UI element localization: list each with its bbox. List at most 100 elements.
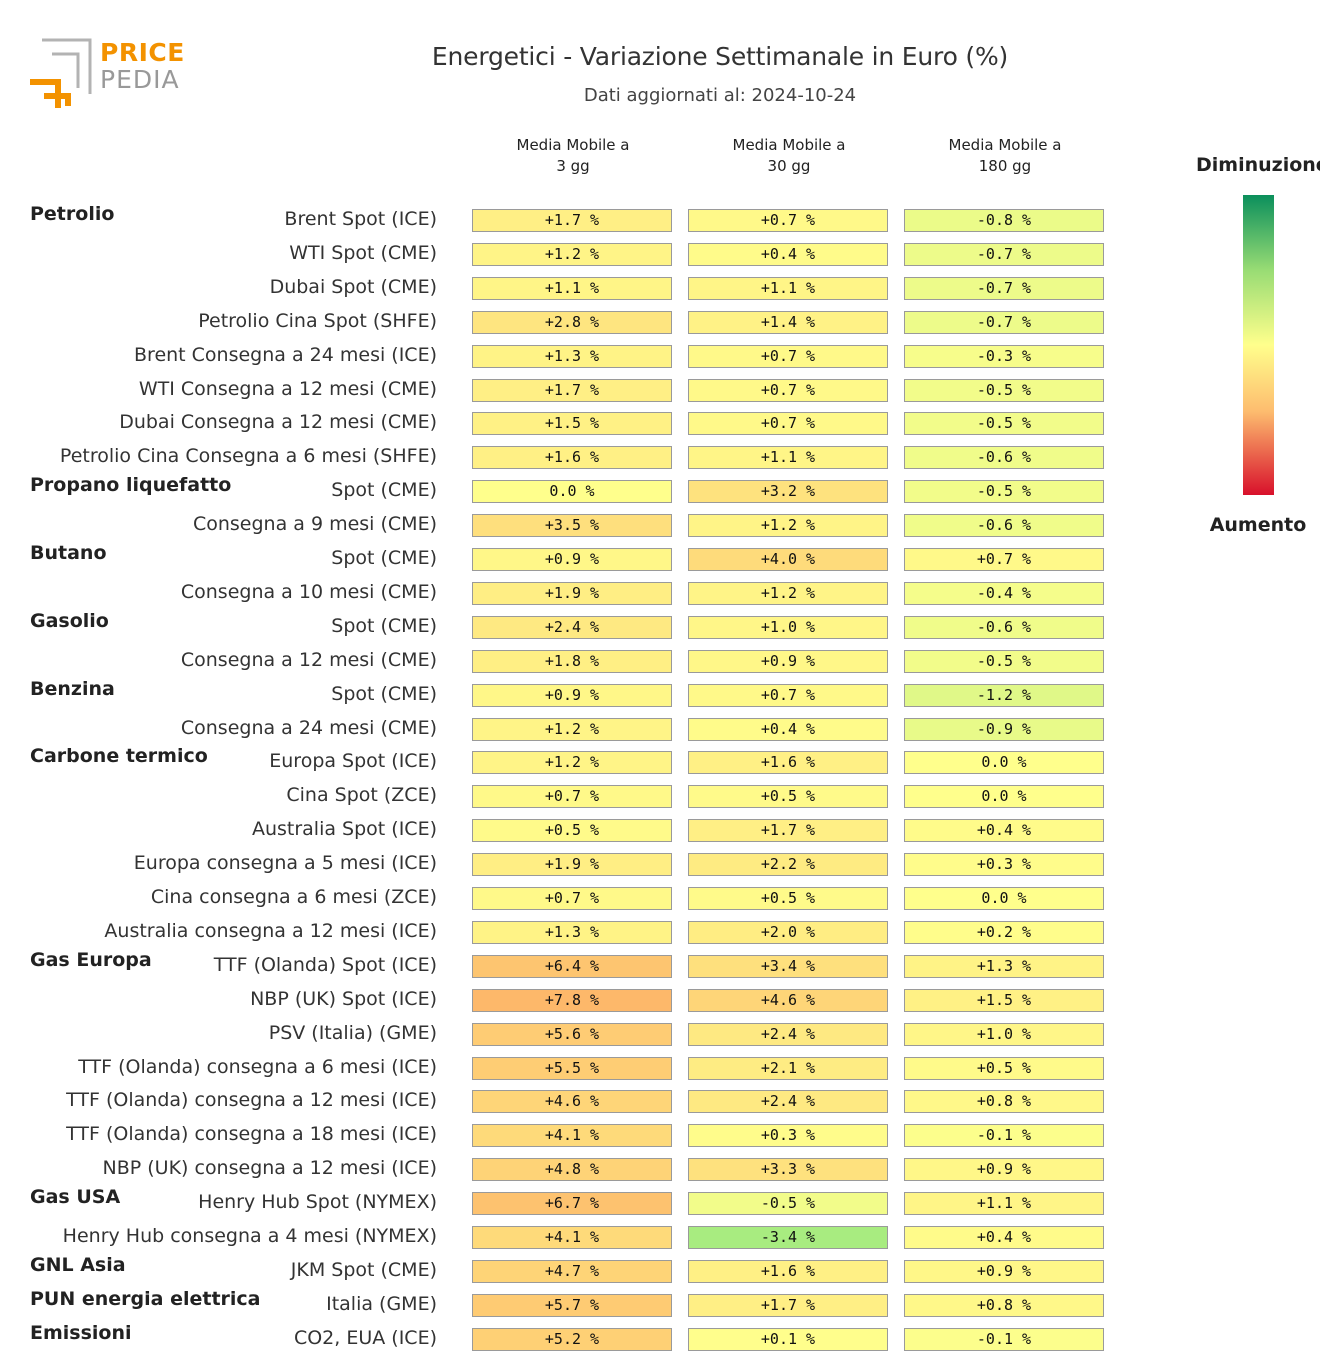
row-label: Brent Spot (ICE) [284, 208, 437, 230]
row-label: PSV (Italia) (GME) [268, 1021, 437, 1044]
heatmap-cell: +0.5 % [904, 1056, 1104, 1080]
heatmap-cell: +0.7 % [904, 548, 1104, 571]
chart-title: Energetici - Variazione Settimanale in E… [431, 42, 1009, 71]
heatmap-cell: -0.5 % [904, 378, 1104, 402]
heatmap-cell: -0.6 % [904, 615, 1104, 639]
pricepedia-logo-mark [30, 38, 92, 108]
row-label: Europa Spot (ICE) [269, 750, 437, 773]
heatmap-cell: +1.9 % [472, 581, 672, 605]
heatmap-cell: +1.4 % [688, 310, 888, 334]
row-label: NBP (UK) consegna a 12 mesi (ICE) [102, 1157, 437, 1180]
heatmap-cell: +0.7 % [688, 412, 888, 436]
row-label: Dubai Consegna a 12 mesi (CME) [119, 411, 437, 434]
heatmap-cell: +1.7 % [472, 209, 672, 232]
heatmap-cell: 0.0 % [904, 785, 1104, 809]
heatmap-cell: +1.1 % [688, 446, 888, 470]
heatmap-cell: +5.2 % [472, 1327, 672, 1351]
row-label: TTF (Olanda) consegna a 6 mesi (ICE) [78, 1055, 437, 1078]
row-label: Cina Spot (ZCE) [286, 784, 437, 807]
heatmap-cell: +0.8 % [904, 1090, 1104, 1114]
heatmap-cell: +1.2 % [472, 717, 672, 741]
heatmap-cell: +1.7 % [688, 1293, 888, 1317]
row-label: Australia Spot (ICE) [251, 818, 437, 841]
row-label: TTF (Olanda) consegna a 12 mesi (ICE) [66, 1089, 437, 1112]
heatmap-cell: +0.3 % [688, 1124, 888, 1148]
column-header-180gg: Media Mobile a 180 gg [948, 136, 1062, 175]
heatmap-cell: +4.6 % [472, 1090, 672, 1114]
heatmap-cell: +0.4 % [904, 1226, 1104, 1249]
heatmap-cell: +1.2 % [472, 242, 672, 266]
row-label: Spot (CME) [331, 547, 437, 569]
heatmap-cell: +3.2 % [688, 480, 888, 504]
heatmap-cell: +1.5 % [904, 988, 1104, 1012]
heatmap-cell: +2.4 % [688, 1022, 888, 1046]
heatmap-cell: -0.5 % [904, 649, 1104, 673]
heatmap-cell: +5.6 % [472, 1022, 672, 1046]
heatmap-cell: +0.9 % [688, 649, 888, 673]
logo-text-price: PRICE [100, 38, 185, 67]
heatmap-cell: +0.5 % [688, 785, 888, 809]
row-label: Henry Hub Spot (NYMEX) [198, 1191, 437, 1214]
heatmap-cell: +0.9 % [472, 548, 672, 571]
heatmap-cell: +1.7 % [472, 378, 672, 402]
heatmap-cell: 0.0 % [904, 887, 1104, 910]
heatmap-cell: +0.9 % [904, 1158, 1104, 1182]
row-label: Cina consegna a 6 mesi (ZCE) [150, 886, 437, 908]
row-label: Spot (CME) [331, 682, 437, 705]
heatmap-cell: +5.5 % [472, 1056, 672, 1080]
heatmap-cell: -1.2 % [904, 683, 1104, 707]
heatmap-cell: +1.1 % [472, 276, 672, 300]
row-label: Italia (GME) [326, 1292, 437, 1315]
heatmap-cell: +1.5 % [472, 412, 672, 436]
heatmap-cell: +0.2 % [904, 920, 1104, 944]
heatmap-cell: +0.4 % [688, 717, 888, 741]
group-label: PUN energia elettrica [30, 1287, 261, 1310]
group-label: Gas USA [30, 1186, 121, 1209]
logo-text-pedia: PEDIA [100, 65, 180, 94]
heatmap-cell: +1.1 % [904, 1192, 1104, 1216]
row-label: WTI Spot (CME) [289, 241, 437, 264]
heatmap-cell: -0.3 % [904, 344, 1104, 368]
heatmap-cell: +0.9 % [904, 1259, 1104, 1283]
heatmap-cell: -0.9 % [904, 717, 1104, 741]
heatmap-cell: -0.6 % [904, 514, 1104, 538]
group-label: Petrolio [30, 203, 115, 225]
legend-label-bottom: Aumento [1209, 514, 1307, 536]
heatmap-cell: -0.6 % [904, 446, 1104, 470]
heatmap-cell: -3.4 % [688, 1226, 888, 1249]
row-label: WTI Consegna a 12 mesi (CME) [138, 377, 437, 400]
group-label: Gasolio [30, 609, 109, 632]
heatmap-cell: +4.6 % [688, 988, 888, 1012]
heatmap-cell: 0.0 % [472, 480, 672, 504]
heatmap-cell: +0.4 % [904, 819, 1104, 843]
heatmap-cell: +0.7 % [688, 209, 888, 232]
chart-subtitle: Dati aggiornati al: 2024-10-24 [583, 85, 857, 106]
row-label: NBP (UK) Spot (ICE) [250, 987, 437, 1010]
row-label: Europa consegna a 5 mesi (ICE) [133, 852, 437, 875]
heatmap-cell: -0.1 % [904, 1124, 1104, 1148]
heatmap-cell: +0.3 % [904, 853, 1104, 877]
row-label: TTF (Olanda) consegna a 18 mesi (ICE) [66, 1123, 437, 1146]
heatmap-cell: +1.3 % [472, 344, 672, 368]
row-label: Petrolio Cina Spot (SHFE) [198, 309, 437, 332]
heatmap-cell: +1.2 % [688, 514, 888, 538]
row-label: Petrolio Cina Consegna a 6 mesi (SHFE) [59, 445, 437, 468]
heatmap-cell: +2.0 % [688, 920, 888, 944]
heatmap-cell: -0.5 % [688, 1192, 888, 1216]
row-label: Spot (CME) [331, 479, 437, 502]
group-label: Propano liquefatto [30, 474, 232, 497]
heatmap-cell: +4.7 % [472, 1259, 672, 1283]
heatmap-cell: +3.4 % [688, 954, 888, 978]
row-label: JKM Spot (CME) [290, 1258, 437, 1281]
heatmap-cell: +0.8 % [904, 1293, 1104, 1317]
heatmap-cell: +0.7 % [688, 378, 888, 402]
heatmap-cell: +0.7 % [472, 887, 672, 910]
heatmap-cell: -0.4 % [904, 581, 1104, 605]
row-label: CO2, EUA (ICE) [293, 1326, 437, 1349]
heatmap-cell: +1.0 % [904, 1022, 1104, 1046]
row-label: Brent Consegna a 24 mesi (ICE) [134, 343, 437, 366]
heatmap-cell: -0.7 % [904, 276, 1104, 300]
row-label: TTF (Olanda) Spot (ICE) [213, 953, 437, 976]
row-label: Consegna a 12 mesi (CME) [180, 648, 437, 671]
heatmap-cell: +4.8 % [472, 1158, 672, 1182]
